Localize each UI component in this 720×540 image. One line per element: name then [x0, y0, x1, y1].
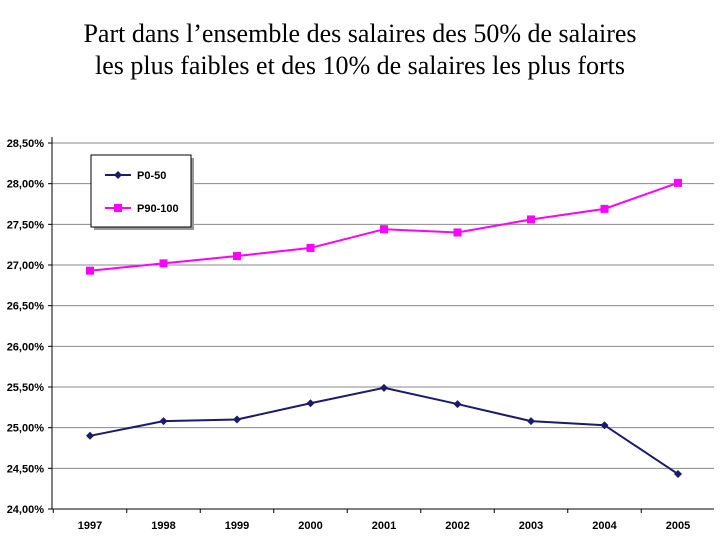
data-point — [600, 204, 609, 213]
data-point — [86, 266, 94, 275]
data-point — [453, 400, 462, 409]
chart-title-line-1: Part dans l’ensemble des salaires des 50… — [83, 19, 637, 48]
data-point — [86, 431, 94, 440]
legend-marker — [114, 204, 122, 212]
series-p90-100 — [86, 178, 682, 275]
series-layer — [86, 178, 682, 479]
data-point — [380, 225, 388, 234]
data-point — [233, 252, 241, 261]
data-point — [674, 178, 682, 187]
x-tick-label: 2004 — [592, 520, 617, 532]
y-tick-label: 24,00% — [7, 504, 45, 516]
y-tick-label: 27,50% — [7, 219, 45, 231]
line-chart: 24,00% 24,50% 25,00% 25,50% 26,00% 26,50% 27,0… — [7, 137, 714, 532]
y-tick-label: 28,00% — [7, 179, 45, 191]
y-tick-label: 25,50% — [7, 382, 45, 394]
data-point — [380, 383, 388, 392]
legend-marker — [114, 171, 122, 179]
y-tick-label: 24,50% — [7, 463, 45, 475]
x-tick-label: 1999 — [225, 520, 249, 532]
legend-label: P0-50 — [137, 170, 166, 182]
x-tick-label: 2001 — [372, 520, 396, 532]
data-point — [306, 399, 315, 408]
x-tick-label: 1997 — [78, 520, 102, 532]
x-tick-label: 1998 — [151, 520, 175, 532]
legend-box — [90, 154, 192, 228]
data-point — [453, 228, 462, 237]
x-tick-label: 2000 — [298, 520, 322, 532]
y-tick-label: 27,00% — [7, 260, 45, 272]
y-axis: 24,00% 24,50% 25,00% 25,50% 26,00% 26,50% 27,0… — [7, 137, 53, 516]
data-point — [159, 259, 168, 268]
data-point — [306, 243, 315, 252]
x-tick-label: 2005 — [666, 520, 690, 532]
y-tick-label: 26,00% — [7, 341, 45, 353]
x-axis: 1997 1998 1999 2000 2001 2002 2003 2004 2005 — [52, 508, 714, 532]
series-p0-50 — [86, 383, 682, 479]
legend: P0-50 P90-100 — [90, 154, 194, 230]
data-point — [527, 215, 535, 224]
data-point — [600, 421, 609, 430]
series-line — [89, 386, 679, 475]
data-point — [233, 415, 241, 424]
chart-title-line-2: les plus faibles et des 10% de salaires … — [95, 51, 625, 80]
legend-label: P90-100 — [137, 203, 179, 215]
y-tick-label: 28,50% — [7, 138, 45, 150]
x-tick-label: 2003 — [519, 520, 543, 532]
data-point — [527, 417, 535, 426]
chart-title: Part dans l’ensemble des salaires des 50… — [0, 18, 720, 82]
x-tick-label: 2002 — [445, 520, 469, 532]
data-point — [674, 470, 682, 479]
data-point — [159, 417, 168, 426]
y-tick-label: 26,50% — [7, 301, 45, 313]
y-tick-label: 25,00% — [7, 423, 45, 435]
